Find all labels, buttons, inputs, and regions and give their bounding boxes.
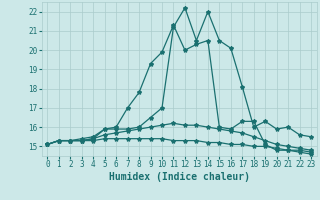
X-axis label: Humidex (Indice chaleur): Humidex (Indice chaleur) <box>109 172 250 182</box>
